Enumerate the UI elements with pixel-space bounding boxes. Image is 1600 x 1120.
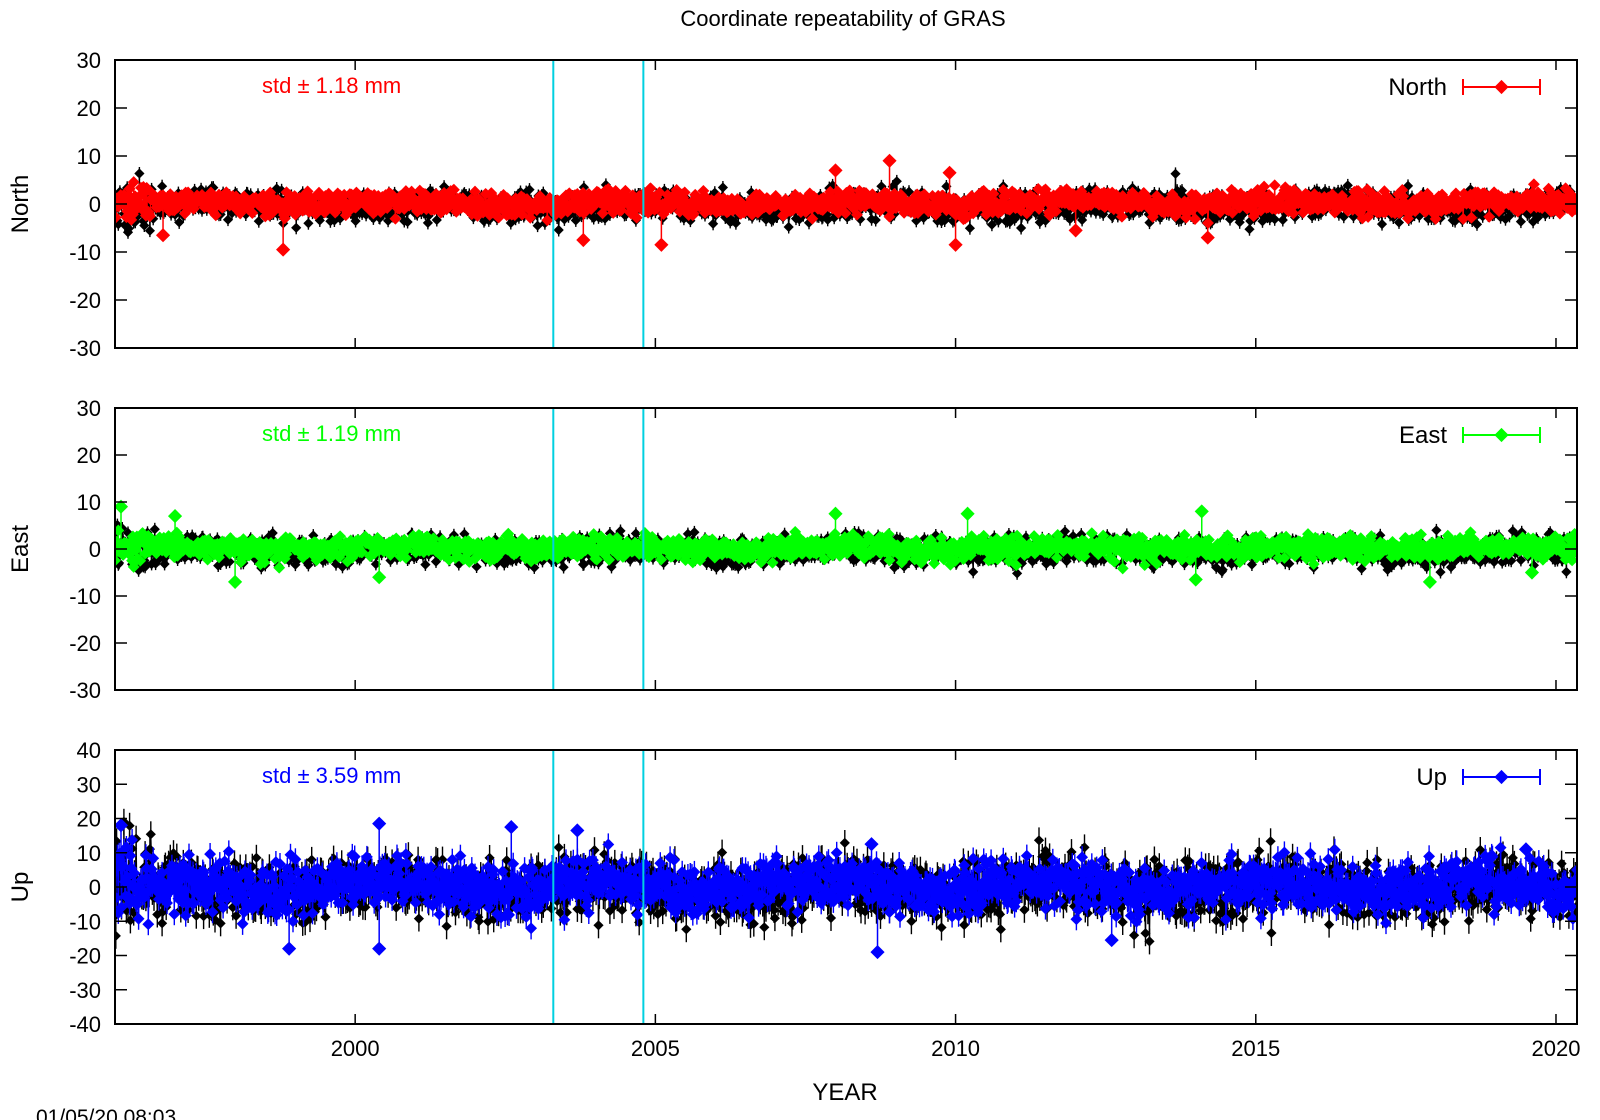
chart-title: Coordinate repeatability of GRAS <box>680 6 1005 31</box>
data-points <box>115 153 1577 257</box>
